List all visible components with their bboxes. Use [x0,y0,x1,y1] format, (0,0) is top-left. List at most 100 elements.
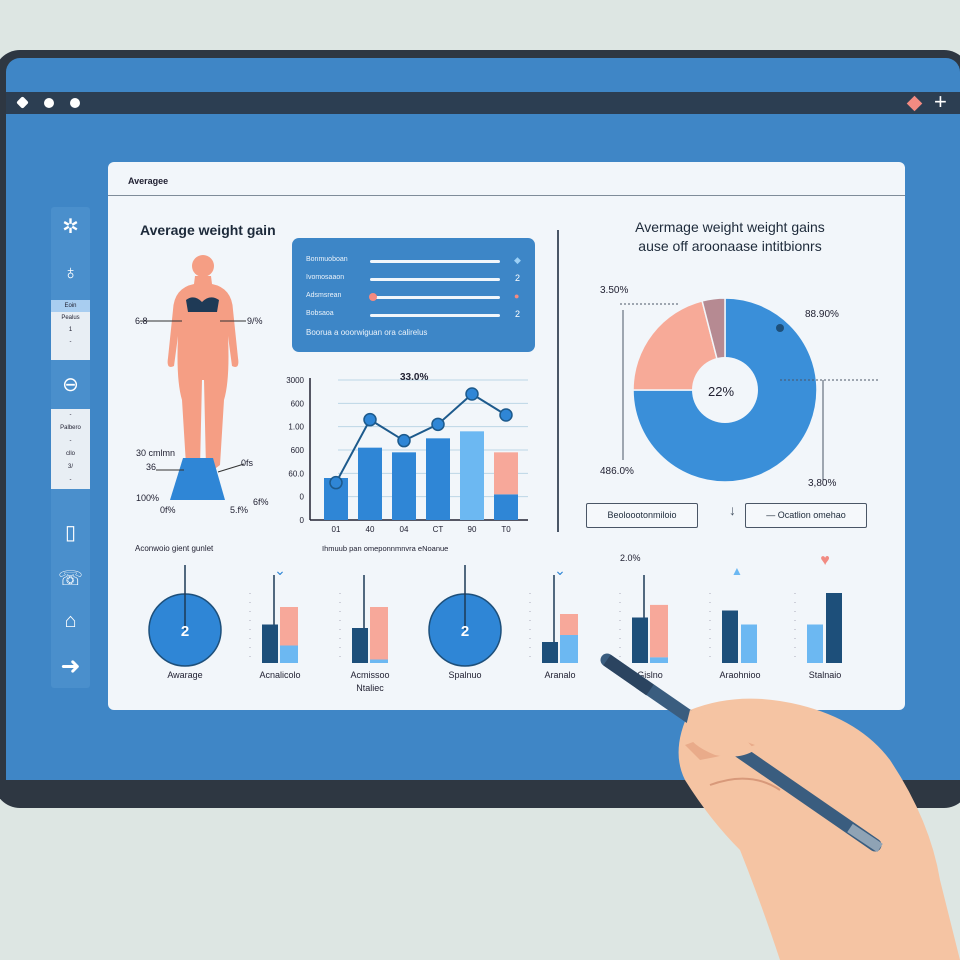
filter-slider[interactable] [370,260,500,263]
sidebar-box-text: - [69,438,72,444]
panel-header [108,162,905,196]
chevron-down-icon: ⌄ [274,562,286,578]
metric-label: Acmissoo [350,670,390,680]
marker-dot [776,324,784,332]
x-tick-label: 01 [332,525,341,534]
mini-bar [826,593,842,663]
pie-label: 3.50% [600,285,629,296]
metric-value: 2 [181,623,189,640]
arrow-right-icon[interactable]: ➜ [60,653,81,680]
pie-legend-button-left[interactable]: Beoloootonmiloio [586,503,698,528]
body-label: 30 cmlmn [136,448,176,458]
line-point [465,387,479,401]
filter-panel [292,238,535,352]
hand-with-pen [600,653,960,960]
panel-tab-title: Averagee [128,176,169,186]
mini-bar [807,624,823,663]
chart-caption: Ihmuub pan omeponnmnvra eNoanue [322,544,449,553]
pie-title-line: ause off aroonaase intitbionrs [638,238,822,254]
sidebar-box-text: 1 [68,327,73,333]
gear-icon[interactable]: ✲ [62,216,79,238]
filter-value: 2 [515,273,521,283]
mini-bar [741,624,757,663]
bar-line-chart: 3000 600 1.00 600 60.0 0 0 01 40 04 CT 90 T0 [286,376,528,534]
info-icon[interactable] [70,98,80,108]
y-tick-label: 3000 [286,376,304,385]
plus-icon[interactable]: + [934,89,947,114]
x-tick-label: 90 [468,525,477,534]
sidebar-box-text: Eoin [51,300,90,312]
bar [358,447,382,520]
slider-handle[interactable] [369,293,377,301]
y-tick-label: 600 [291,446,305,455]
bottom-annotation: 2.0% [620,553,641,563]
body-label: 5.f% [230,505,249,515]
filter-label: Bonmuoboan [306,256,348,263]
pie-title: Avermage weight weight gains ause off ar… [590,218,870,256]
divider [557,230,559,532]
filter-value: ● [514,291,520,301]
chart-annotation: 33.0% [400,372,429,383]
mini-bar [280,607,298,646]
line-point [397,433,411,448]
filter-value: ◆ [514,255,521,265]
bell-icon[interactable]: ♁ [63,262,78,284]
body-figure [140,255,246,500]
body-label: 0f% [160,505,176,515]
bar [494,494,518,520]
pie-slice [632,297,818,483]
document-icon[interactable]: ▯ [64,522,76,544]
home-icon[interactable]: ⌂ [64,610,77,632]
sidebar-box-text: - [69,339,72,345]
sidebar-box-text: cllo [65,451,75,457]
section-title: Average weight gain [140,222,276,238]
arrow-down-icon: ↓ [729,502,736,518]
line-point [329,475,343,490]
sidebar-box-text: Pealus [61,315,80,321]
filter-slider[interactable] [370,314,500,317]
body-label: 36 [146,462,157,472]
pie-label: 486.0% [600,466,634,477]
globe-icon[interactable]: ⊖ [62,374,79,396]
metric-value: 2 [461,623,469,640]
x-tick-label: 40 [366,525,375,534]
info-icon[interactable] [44,98,54,108]
y-tick-label: 0 [300,493,305,502]
mini-bar [280,645,298,663]
mini-bar [650,604,668,658]
filter-slider[interactable] [370,296,500,299]
filter-label: Adsmsrean [306,292,342,299]
line-point [431,417,445,432]
phone-icon[interactable]: ☏ [57,568,83,590]
y-tick-label: 0 [300,516,305,525]
heart-icon: ♥ [820,555,830,569]
filter-value: 2 [515,309,521,319]
mini-bar [352,628,368,663]
filter-slider[interactable] [370,278,500,281]
mini-bar [650,657,668,663]
body-label: 6.8 [135,316,148,326]
sidebar-box-2[interactable]: - Palbero - cllo 3/ - [51,409,90,489]
y-tick-label: 600 [291,399,305,408]
pie-label: 3,80% [808,478,837,489]
metric-sublabel: Ntaliec [356,683,384,693]
sidebar-box-1[interactable]: Eoin Pealus 1 - [51,300,90,360]
mini-bar [722,610,738,663]
arrow-up-icon: ▲ [731,564,743,578]
y-tick-label: 60.0 [288,469,304,478]
chevron-down-icon: ⌄ [554,562,566,578]
x-tick-label: CT [433,525,444,534]
filter-label: Bobsaoa [306,310,334,317]
metric-label: Acnalicolo [259,670,301,680]
body-label: 100% [136,493,160,503]
body-label: 9/% [247,316,263,326]
sidebar-box-text: - [69,412,72,418]
filter-label: Ivomosaaon [306,274,345,281]
pie-legend-button-right[interactable]: — Ocatlion omehao [745,503,867,528]
donut-hole [692,357,758,423]
filter-footer: Boorua a ooorwiguan ora calirelus [306,328,428,337]
metric-label: Gislno [637,670,663,680]
mini-bar [632,617,648,663]
mini-bar [560,614,578,635]
bar-segment [494,452,518,495]
